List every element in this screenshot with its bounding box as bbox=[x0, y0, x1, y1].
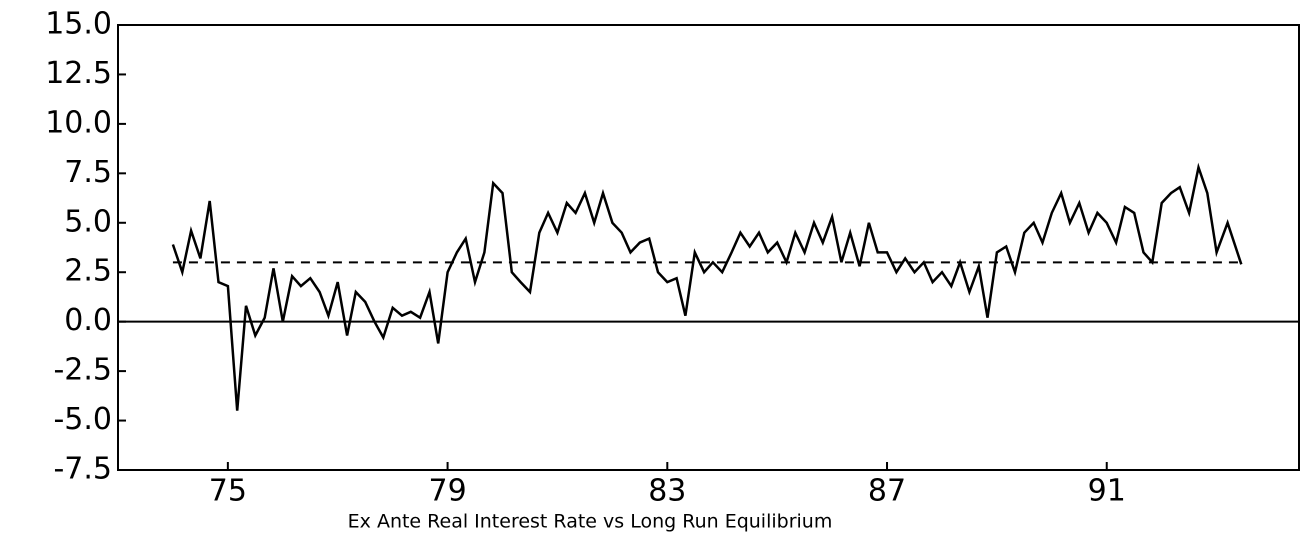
x-axis-label: Ex Ante Real Interest Rate vs Long Run E… bbox=[348, 511, 833, 533]
x-tick-label: 79 bbox=[428, 474, 466, 509]
y-tick-label: 5.0 bbox=[64, 204, 112, 239]
y-tick-label: -7.5 bbox=[53, 452, 112, 487]
y-tick-label: -2.5 bbox=[53, 353, 112, 388]
y-tick-label: 10.0 bbox=[45, 105, 112, 140]
x-tick-label: 83 bbox=[648, 474, 686, 509]
y-tick-label: 15.0 bbox=[45, 7, 112, 42]
x-tick-label: 91 bbox=[1088, 474, 1126, 509]
y-tick-label: 12.5 bbox=[45, 56, 112, 91]
data-line bbox=[171, 162, 1243, 411]
y-tick-label: -5.0 bbox=[53, 402, 112, 437]
x-tick-label: 87 bbox=[868, 474, 906, 509]
y-tick-label: 0.0 bbox=[64, 303, 112, 338]
y-tick-label: 2.5 bbox=[64, 254, 112, 289]
y-tick-label: 7.5 bbox=[64, 155, 112, 190]
x-tick-label: 75 bbox=[209, 474, 247, 509]
plot-frame bbox=[117, 24, 1300, 471]
